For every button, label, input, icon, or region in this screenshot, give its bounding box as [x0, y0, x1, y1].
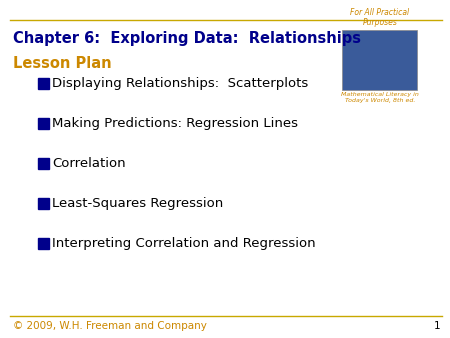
Text: Correlation: Correlation — [52, 156, 126, 169]
Text: Least-Squares Regression: Least-Squares Regression — [52, 196, 223, 210]
Text: For All Practical
Purposes: For All Practical Purposes — [351, 8, 410, 27]
Text: Mathematical Literacy in
Today's World, 8th ed.: Mathematical Literacy in Today's World, … — [341, 92, 419, 103]
Text: Lesson Plan: Lesson Plan — [13, 56, 112, 71]
Bar — [38, 158, 49, 169]
Text: 1: 1 — [433, 321, 440, 331]
Text: Chapter 6:  Exploring Data:  Relationships: Chapter 6: Exploring Data: Relationships — [13, 31, 361, 46]
Text: Displaying Relationships:  Scatterplots: Displaying Relationships: Scatterplots — [52, 76, 308, 90]
Bar — [38, 118, 49, 128]
Bar — [38, 77, 49, 89]
Bar — [38, 197, 49, 209]
Bar — [342, 30, 417, 90]
Text: Interpreting Correlation and Regression: Interpreting Correlation and Regression — [52, 237, 315, 249]
Text: © 2009, W.H. Freeman and Company: © 2009, W.H. Freeman and Company — [13, 321, 207, 331]
Text: Making Predictions: Regression Lines: Making Predictions: Regression Lines — [52, 117, 298, 129]
Bar — [38, 238, 49, 248]
